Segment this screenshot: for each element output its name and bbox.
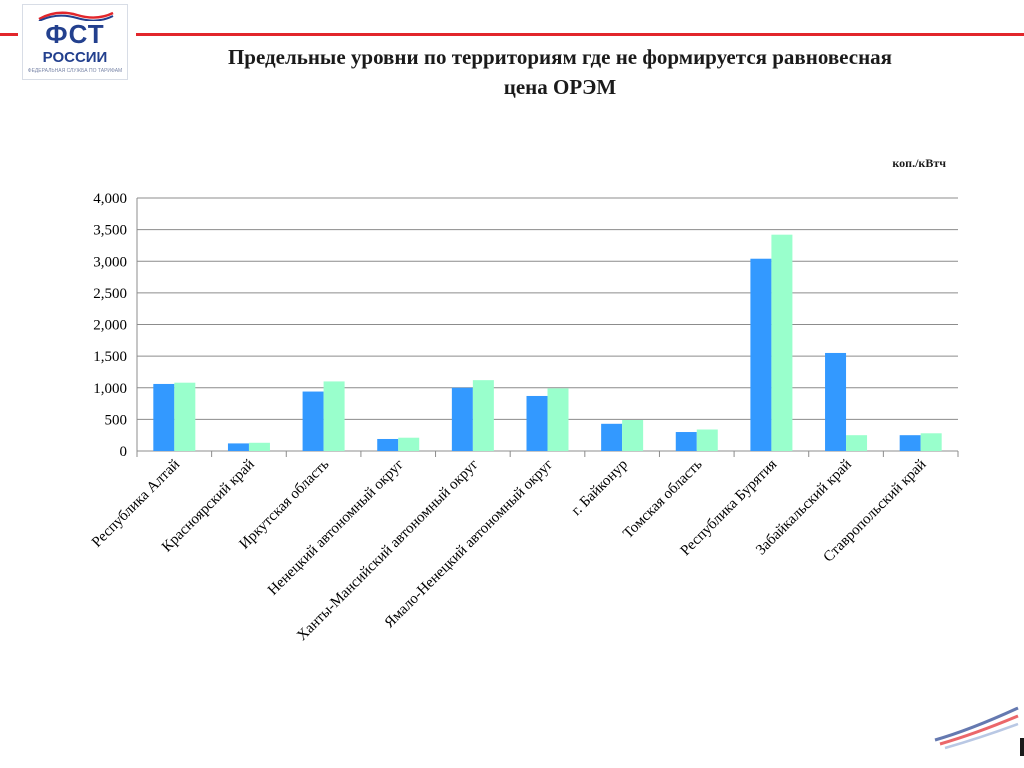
y-tick-label: 3,500: [93, 223, 127, 239]
bar-series2: [174, 382, 196, 451]
bar-series2: [622, 420, 644, 451]
logo-text-service: ФЕДЕРАЛЬНАЯ СЛУЖБА ПО ТАРИФАМ: [27, 68, 123, 74]
unit-label: коп./кВтч: [892, 156, 946, 170]
bar-series1: [377, 438, 399, 451]
bar-series2: [920, 433, 942, 451]
bar-series1: [750, 258, 772, 451]
y-tick-label: 1,500: [93, 349, 127, 365]
bar-series1: [302, 391, 324, 451]
bar-series1: [601, 423, 623, 451]
logo-text-fst: ФСТ: [45, 19, 105, 49]
bar-series1: [899, 435, 921, 451]
y-tick-label: 4,000: [93, 191, 127, 207]
fst-logo: ФСТ РОССИИ ФЕДЕРАЛЬНАЯ СЛУЖБА ПО ТАРИФАМ: [22, 4, 128, 80]
y-tick-label: 2,000: [93, 318, 127, 334]
y-tick-label: 2,500: [93, 286, 127, 302]
header-rule-left: [0, 33, 18, 36]
y-tick-label: 3,000: [93, 254, 127, 270]
swoosh-decoration-icon: [934, 706, 1019, 750]
bar-series1: [153, 383, 175, 451]
page-title: Предельные уровни по территориям где не …: [140, 42, 980, 102]
bar-series1: [825, 352, 847, 451]
y-tick-label: 0: [120, 444, 128, 460]
bar-series2: [771, 234, 793, 451]
page-corner-mark: [1020, 738, 1024, 756]
x-category-label: Ямало-Ненецкий автономный округ: [382, 457, 557, 632]
bar-series1: [526, 395, 548, 451]
logo-text-rossii: РОССИИ: [42, 49, 108, 66]
y-tick-label: 1,000: [93, 381, 127, 397]
bar-series2: [248, 442, 270, 451]
flag-icon: [38, 11, 114, 21]
bar-series2: [846, 435, 868, 451]
bar-series2: [323, 381, 345, 451]
x-category-label: Ненецкий автономный округ: [265, 457, 407, 599]
header-rule: [136, 33, 1024, 36]
bar-series1: [451, 387, 473, 451]
page-title-line2: цена ОРЭМ: [503, 75, 617, 99]
bar-series2: [696, 429, 718, 451]
y-tick-label: 500: [105, 412, 128, 428]
bar-series1: [227, 443, 249, 451]
bar-series2: [398, 437, 420, 451]
x-category-label: г. Байконур: [569, 457, 631, 519]
bar-series2: [472, 380, 494, 451]
page-title-line1: Предельные уровни по территориям где не …: [227, 45, 893, 69]
x-category-label: Томская область: [620, 456, 705, 541]
bar-series1: [675, 432, 697, 451]
bar-series2: [547, 388, 569, 451]
